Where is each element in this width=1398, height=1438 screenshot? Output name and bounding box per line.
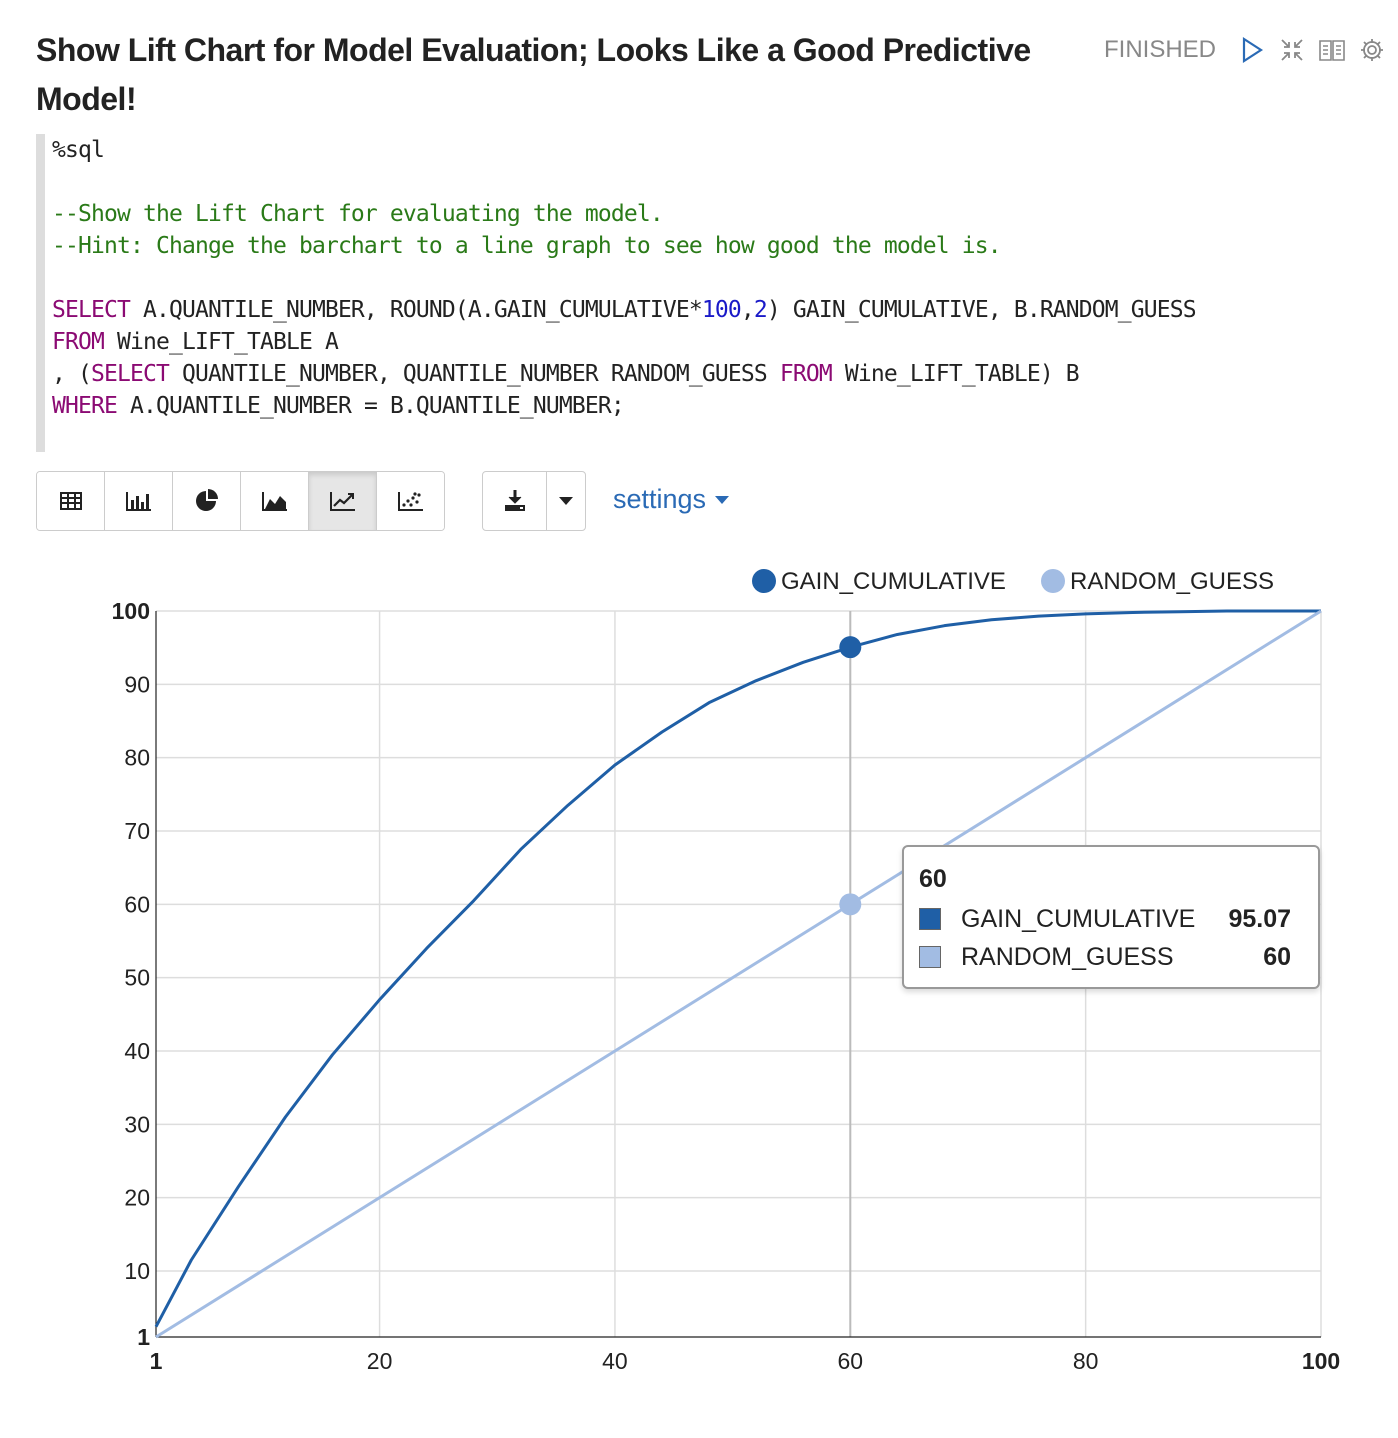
chart-tooltip: 60 GAIN_CUMULATIVE 95.07 RANDOM_GUESS 60 (902, 845, 1320, 989)
line-chart-icon (329, 492, 355, 511)
y-tick-label: 30 (124, 1111, 150, 1137)
highlight-point-random-guess[interactable] (839, 893, 862, 916)
caret-down-icon (559, 497, 573, 505)
pie-chart-icon (195, 489, 218, 511)
code-token: , (740, 297, 755, 323)
tooltip-series-name: RANDOM_GUESS (961, 942, 1174, 971)
y-tick-label: 1 (137, 1324, 150, 1350)
series-line-random-guess[interactable] (155, 609, 1322, 1339)
legend-label[interactable]: RANDOM_GUESS (1070, 568, 1274, 595)
code-token: SELECT (52, 297, 131, 323)
code-token: WHERE (52, 393, 118, 419)
legend-marker[interactable] (752, 569, 776, 593)
code-line: SELECT A.QUANTILE_NUMBER, ROUND(A.GAIN_C… (52, 294, 1385, 326)
code-line: , (SELECT QUANTILE_NUMBER, QUANTILE_NUMB… (52, 358, 1385, 390)
scatter-chart-icon (397, 492, 423, 511)
code-token: SELECT (91, 361, 170, 387)
y-tick-label: 70 (124, 818, 150, 844)
code-line: --Hint: Change the barchart to a line gr… (52, 230, 1385, 262)
code-token: %sql (52, 137, 105, 163)
bar-chart-view-button[interactable] (105, 472, 173, 530)
code-token: --Show the Lift Chart for evaluating the… (52, 201, 664, 227)
tooltip-series-name: GAIN_CUMULATIVE (961, 904, 1196, 933)
code-line: WHERE A.QUANTILE_NUMBER = B.QUANTILE_NUM… (52, 390, 1385, 422)
x-tick-label: 100 (1302, 1348, 1340, 1374)
code-token: A.QUANTILE_NUMBER, ROUND(A.GAIN_CUMULATI… (129, 297, 703, 323)
y-tick-label: 40 (124, 1038, 150, 1064)
run-icon[interactable] (1238, 36, 1266, 64)
table-view-button[interactable] (37, 472, 105, 530)
code-token: ) GAIN_CUMULATIVE, B.RANDOM_GUESS (766, 297, 1197, 323)
tooltip-swatch-random (919, 946, 941, 968)
settings-gear-icon[interactable] (1358, 36, 1386, 64)
table-icon (59, 492, 82, 510)
code-line: FROM Wine_LIFT_TABLE A (52, 326, 1385, 358)
area-chart-icon (261, 492, 287, 511)
code-line (52, 166, 1385, 198)
pie-chart-view-button[interactable] (173, 472, 241, 530)
code-line (52, 262, 1385, 294)
area-chart-view-button[interactable] (241, 472, 309, 530)
chart-settings-toggle[interactable]: settings (613, 484, 730, 515)
paragraph-title: Show Lift Chart for Model Evaluation; Lo… (36, 32, 1031, 117)
caret-down-icon (715, 495, 730, 504)
visualization-toolbar (36, 471, 445, 531)
x-tick-label: 40 (602, 1348, 628, 1374)
code-token: Wine_LIFT_TABLE) B (831, 361, 1080, 387)
y-tick-label: 80 (124, 745, 150, 771)
bar-chart-icon (125, 492, 151, 511)
tooltip-x-value: 60 (919, 865, 947, 893)
y-tick-label: 90 (124, 671, 150, 697)
book-icon[interactable] (1318, 36, 1346, 64)
tooltip-series-value: 60 (1263, 942, 1291, 971)
download-dropdown-button[interactable] (547, 472, 585, 530)
status-label: FINISHED (1103, 36, 1216, 63)
code-token: A.QUANTILE_NUMBER = B.QUANTILE_NUMBER; (117, 393, 625, 419)
code-token: FROM (52, 329, 105, 355)
y-tick-label: 20 (124, 1185, 150, 1211)
code-token: FROM (779, 361, 833, 387)
legend-label[interactable]: GAIN_CUMULATIVE (781, 568, 1006, 595)
y-tick-label: 100 (112, 598, 150, 624)
x-tick-label: 60 (837, 1348, 863, 1374)
line-chart-view-button[interactable] (309, 472, 377, 530)
x-tick-label: 80 (1073, 1348, 1099, 1374)
x-tick-label: 1 (150, 1348, 163, 1374)
code-token: QUANTILE_NUMBER, QUANTILE_NUMBER RANDOM_… (168, 361, 780, 387)
download-button[interactable] (483, 472, 547, 530)
legend-marker[interactable] (1041, 569, 1065, 593)
y-tick-label: 60 (124, 891, 150, 917)
y-tick-label: 50 (124, 965, 150, 991)
tooltip-series-value: 95.07 (1228, 904, 1291, 933)
code-token: 2 (753, 297, 768, 323)
export-toolbar (482, 471, 586, 531)
y-tick-label: 10 (124, 1258, 150, 1284)
x-tick-label: 20 (367, 1348, 393, 1374)
settings-label: settings (613, 484, 707, 514)
code-token: , ( (52, 361, 92, 387)
lift-line-chart[interactable]: 1 10 20 30 40 50 60 70 80 90 100 1 20 40 60 80 100 GAIN_C… (0, 550, 1398, 1438)
code-editor[interactable]: %sql --Show the Lift Chart for evaluating… (36, 134, 1385, 452)
code-line: %sql (52, 134, 1385, 166)
paragraph-controls: FINISHED (1104, 36, 1386, 64)
highlight-point-gain-cumulative[interactable] (839, 636, 862, 659)
code-token: 100 (701, 297, 742, 323)
sql-code[interactable]: %sql --Show the Lift Chart for evaluating… (45, 134, 1385, 422)
code-token: Wine_LIFT_TABLE A (104, 329, 339, 355)
tooltip-row-gain: GAIN_CUMULATIVE 95.07 (919, 904, 1291, 934)
download-icon (504, 490, 525, 511)
series-line-gain-cumulative[interactable] (154, 609, 1321, 1328)
tooltip-swatch-gain (919, 908, 941, 930)
code-line: --Show the Lift Chart for evaluating the… (52, 198, 1385, 230)
scatter-chart-view-button[interactable] (377, 472, 444, 530)
tooltip-row-random: RANDOM_GUESS 60 (919, 942, 1291, 972)
collapse-icon[interactable] (1278, 36, 1306, 64)
code-token: --Hint: Change the barchart to a line gr… (52, 233, 1002, 259)
